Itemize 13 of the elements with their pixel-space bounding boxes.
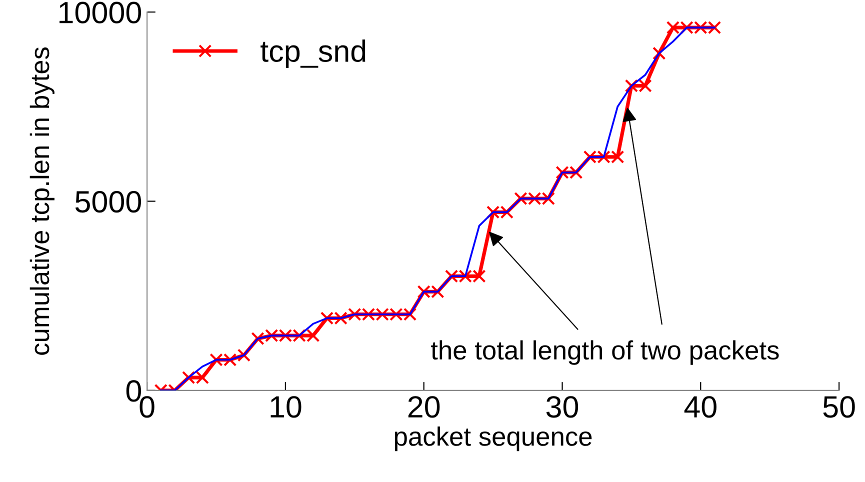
- x-axis-title: packet sequence: [394, 426, 592, 452]
- y-tick-label: 0: [126, 380, 141, 402]
- y-tick-label: 5000: [75, 190, 141, 213]
- annotation: the total length of two packets: [431, 340, 779, 365]
- y-axis-title: cumulative tcp.len in bytes: [30, 47, 54, 355]
- x-tick-label: 10: [270, 396, 302, 418]
- x-tick-label: 40: [684, 396, 716, 418]
- x-tick-label: 0: [140, 396, 154, 418]
- x-tick-label: 50: [823, 396, 855, 418]
- x-tick-label: 20: [408, 396, 440, 418]
- y-tick-label: 10000: [60, 2, 141, 24]
- x-tick-label: 30: [546, 396, 578, 418]
- legend-label: tcp_snd: [260, 40, 366, 68]
